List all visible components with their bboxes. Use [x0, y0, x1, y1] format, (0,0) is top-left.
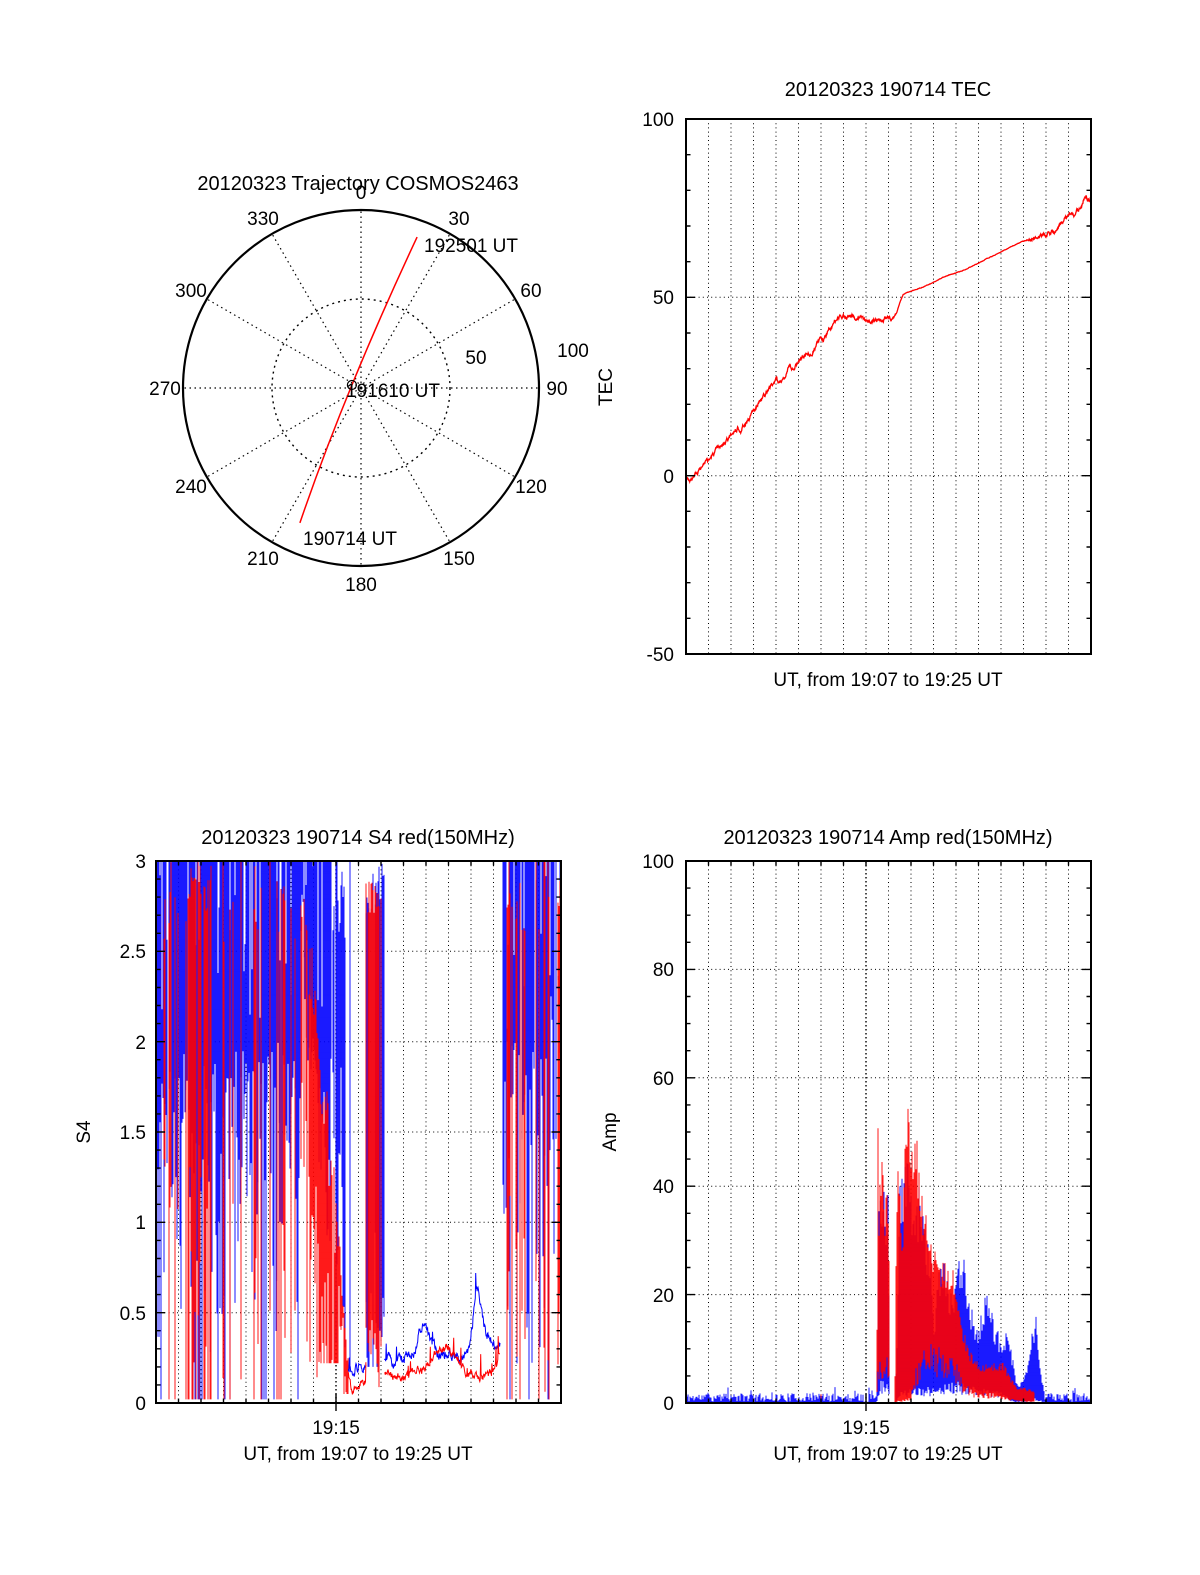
- tec-axes-box: [685, 118, 1092, 655]
- s4-ytick-2p5: 2.5: [120, 942, 146, 963]
- polar-az-label-30: 30: [448, 209, 469, 230]
- trajectory-annotation-mid: 191610 UT: [346, 381, 440, 402]
- s4-ytick-2: 2: [135, 1033, 146, 1054]
- tec-plot: 20120323 190714 TEC 100 50 0 -50 TEC UT,…: [596, 79, 1092, 691]
- s4-ytick-1: 1: [135, 1213, 146, 1234]
- tec-ytick-0: 0: [663, 467, 674, 488]
- amp-series: [685, 1108, 1092, 1403]
- s4-ytick-1p5: 1.5: [120, 1123, 146, 1144]
- amp-ylabel: Amp: [600, 1112, 621, 1151]
- trajectory-annotation-start: 190714 UT: [303, 529, 397, 550]
- tec-ytick-labels: 100 50 0 -50: [642, 110, 674, 666]
- tec-ytick-50: 50: [653, 288, 674, 309]
- polar-az-label-150: 150: [443, 549, 475, 570]
- amp-xlabel: UT, from 19:07 to 19:25 UT: [773, 1444, 1003, 1465]
- s4-ytick-0: 0: [135, 1394, 146, 1415]
- polar-az-label-330: 330: [247, 209, 279, 230]
- s4-xlabel: UT, from 19:07 to 19:25 UT: [243, 1444, 473, 1465]
- trajectory-annotations: 190714 UT 191610 UT 192501 UT: [303, 236, 518, 550]
- polar-azimuth-labels: 0 30 60 90 120 150 180 210 240 270 300 3…: [149, 183, 567, 596]
- amp-axes-box: [685, 860, 1092, 1404]
- polar-az-label-90: 90: [546, 379, 567, 400]
- s4-ylabel: S4: [74, 1120, 95, 1144]
- polar-grid: [183, 210, 539, 566]
- trajectory-line: [299, 236, 418, 524]
- tec-ytick-100: 100: [642, 110, 674, 131]
- s4-ytick-0p5: 0.5: [120, 1304, 146, 1325]
- s4-ticks: [156, 860, 561, 1411]
- s4-xtick-1915: 19:15: [312, 1418, 360, 1439]
- s4-ytick-labels: 3 2.5 2 1.5 1 0.5 0: [120, 852, 146, 1415]
- polar-radius-labels: 50 100: [465, 341, 588, 369]
- trajectory-plot: 20120323 Trajectory COSMOS2463 0 30 60 9…: [149, 173, 589, 596]
- tec-ylabel: TEC: [596, 368, 617, 406]
- amp-grid: [686, 861, 1091, 1403]
- amp-xtick-1915: 19:15: [842, 1418, 890, 1439]
- polar-az-label-240: 240: [175, 477, 207, 498]
- s4-title: 20120323 190714 S4 red(150MHz): [201, 827, 515, 849]
- amp-ticks: [686, 860, 1091, 1411]
- s4-plot: 20120323 190714 S4 red(150MHz) 3 2.5 2 1…: [74, 827, 562, 1465]
- tec-series: [685, 195, 1092, 485]
- trajectory-annotation-end: 192501 UT: [424, 236, 518, 257]
- polar-radius-label-50: 50: [465, 348, 486, 369]
- s4-ytick-3: 3: [135, 852, 146, 873]
- polar-outer-circle: [181, 208, 541, 568]
- polar-az-label-300: 300: [175, 281, 207, 302]
- amp-ytick-80: 80: [653, 960, 674, 981]
- amp-plot: 20120323 190714 Amp red(150MHz) 100 80 6…: [600, 827, 1092, 1465]
- trajectory-title: 20120323 Trajectory COSMOS2463: [197, 173, 518, 195]
- amp-ytick-40: 40: [653, 1177, 674, 1198]
- tec-xlabel: UT, from 19:07 to 19:25 UT: [773, 670, 1003, 691]
- tec-grid: [686, 119, 1091, 654]
- polar-az-label-0: 0: [356, 183, 367, 204]
- polar-az-label-120: 120: [515, 477, 547, 498]
- amp-ytick-0: 0: [663, 1394, 674, 1415]
- s4-grid: [156, 861, 561, 1403]
- tec-ytick-m50: -50: [647, 645, 674, 666]
- amp-ytick-20: 20: [653, 1286, 674, 1307]
- polar-radius-label-100: 100: [557, 341, 589, 362]
- amp-ytick-labels: 100 80 60 40 20 0: [642, 852, 674, 1415]
- tec-title: 20120323 190714 TEC: [785, 79, 991, 101]
- tec-ticks: [686, 118, 1091, 655]
- amp-title: 20120323 190714 Amp red(150MHz): [723, 827, 1052, 849]
- polar-az-label-210: 210: [247, 549, 279, 570]
- polar-az-label-270: 270: [149, 379, 181, 400]
- polar-az-label-180: 180: [345, 575, 377, 596]
- amp-ytick-100: 100: [642, 852, 674, 873]
- amp-ytick-60: 60: [653, 1069, 674, 1090]
- polar-az-label-60: 60: [520, 281, 541, 302]
